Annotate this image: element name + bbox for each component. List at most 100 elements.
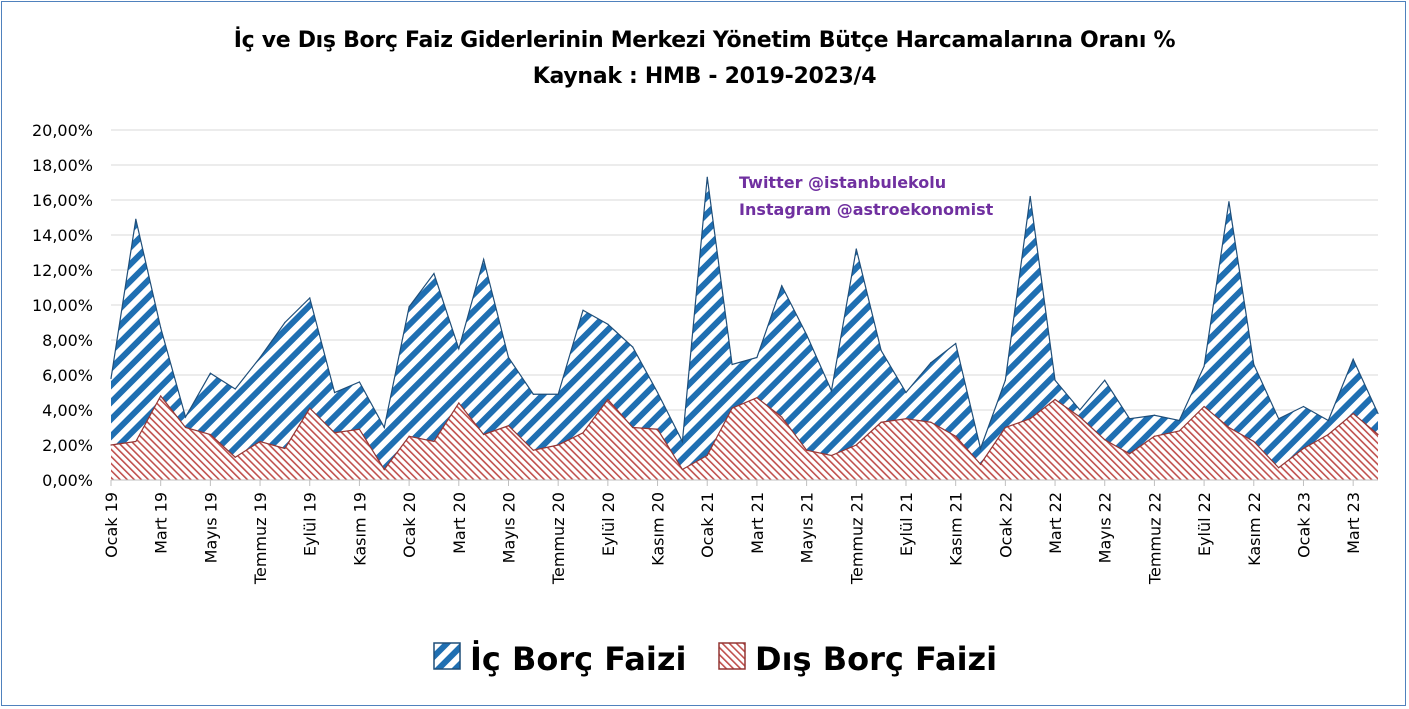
y-tick-label: 14,00%: [32, 226, 93, 245]
chart-subtitle: Kaynak : HMB - 2019-2023/4: [532, 64, 877, 89]
x-tick-label: Ocak 21: [698, 492, 717, 558]
data-point: [731, 363, 733, 366]
data-point: [458, 402, 460, 404]
data-point: [1228, 201, 1230, 203]
data-point: [110, 444, 112, 446]
data-point: [1203, 405, 1205, 408]
data-point: [333, 391, 336, 394]
data-point: [1352, 412, 1354, 415]
data-point: [259, 356, 261, 359]
data-point: [383, 468, 385, 471]
data-point: [706, 176, 708, 178]
data-point: [855, 248, 857, 250]
x-tick-label: Eylül 19: [301, 492, 320, 556]
data-point: [1104, 439, 1106, 441]
data-point: [681, 440, 683, 443]
x-tick-label: Mart 19: [152, 492, 171, 554]
data-point: [955, 435, 957, 437]
x-tick-label: Kasım 19: [350, 492, 369, 566]
y-tick-label: 6,00%: [42, 366, 93, 385]
data-point: [1104, 379, 1106, 381]
data-point: [1178, 419, 1180, 422]
x-tick-label: Mayıs 20: [499, 492, 518, 563]
x-tick-label: Temmuz 22: [1145, 492, 1164, 585]
data-point: [1029, 195, 1031, 198]
x-tick-label: Ocak 20: [400, 492, 419, 558]
legend: İç Borç Faizi Dış Borç Faizi: [433, 640, 997, 678]
data-point: [1029, 418, 1031, 420]
data-point: [1302, 405, 1305, 408]
legend-swatch-dis: [718, 642, 746, 670]
data-point: [1153, 435, 1156, 437]
data-point: [408, 435, 410, 437]
x-tick-label: Mart 22: [1046, 492, 1065, 554]
data-point: [1327, 419, 1329, 422]
data-point: [507, 425, 510, 427]
data-point: [408, 306, 410, 308]
x-tick-label: Ocak 19: [102, 492, 121, 558]
series-area-ic-line: [110, 177, 1379, 451]
y-axis-ticks: 0,00% 2,00% 4,00% 6,00% 8,00% 10,00% 12,00% 14,…: [32, 121, 93, 490]
data-point: [383, 426, 385, 429]
x-tick-label: Eylül 20: [599, 492, 618, 556]
data-point: [557, 393, 559, 395]
data-point: [1153, 414, 1156, 416]
x-tick-label: Temmuz 20: [549, 492, 568, 585]
data-point: [1128, 418, 1131, 420]
watermark-twitter: Twitter @istanbulekolu: [739, 173, 946, 192]
data-point: [1004, 426, 1006, 429]
series-areas: [110, 177, 1379, 480]
data-point: [160, 327, 162, 329]
data-point: [656, 428, 659, 430]
x-tick-label: Mayıs 22: [1096, 492, 1115, 563]
data-point: [358, 381, 361, 383]
data-point: [582, 309, 584, 311]
data-point: [756, 397, 758, 399]
x-tick-label: Kasım 22: [1245, 492, 1264, 566]
data-point: [1302, 447, 1305, 450]
series-area-dis: [111, 396, 1378, 480]
data-point: [1079, 416, 1081, 418]
data-point: [1278, 418, 1280, 420]
x-tick-label: Temmuz 21: [847, 492, 866, 585]
x-tick-label: Ocak 22: [996, 492, 1015, 558]
data-point: [1054, 379, 1056, 381]
x-tick-label: Kasım 20: [649, 492, 668, 566]
chart-title: İç ve Dış Borç Faiz Giderlerinin Merkezi…: [233, 28, 1176, 53]
data-point: [1054, 398, 1056, 401]
data-point: [880, 421, 882, 423]
data-point: [582, 432, 584, 434]
data-point: [160, 395, 162, 397]
data-point: [781, 416, 783, 418]
data-point: [433, 272, 435, 275]
data-point: [930, 421, 932, 423]
data-point: [284, 447, 286, 450]
data-point: [184, 426, 187, 429]
data-point: [681, 468, 683, 471]
data-point: [905, 418, 907, 420]
y-tick-label: 18,00%: [32, 156, 93, 175]
data-point: [135, 218, 137, 220]
data-point: [358, 428, 361, 430]
data-point: [532, 449, 534, 451]
x-axis-ticks: Ocak 19 Mart 19 Mayıs 19 Temmuz 19 Eylül 19 K…: [102, 480, 1363, 585]
x-tick-label: Mart 20: [450, 492, 469, 554]
data-point: [259, 440, 261, 443]
data-point: [1377, 433, 1379, 436]
data-point: [756, 356, 758, 359]
legend-label-ic: İç Borç Faizi: [470, 640, 686, 678]
x-tick-label: Eylül 22: [1195, 492, 1214, 556]
data-point: [184, 416, 187, 418]
data-point: [1128, 453, 1131, 455]
data-point: [855, 444, 857, 446]
data-point: [955, 342, 957, 345]
data-point: [706, 454, 708, 457]
data-point: [830, 454, 833, 457]
data-point: [309, 297, 311, 299]
data-point: [483, 433, 485, 436]
data-point: [507, 356, 510, 359]
data-point: [234, 388, 236, 390]
data-point: [656, 391, 659, 394]
series-points: [110, 176, 1379, 471]
